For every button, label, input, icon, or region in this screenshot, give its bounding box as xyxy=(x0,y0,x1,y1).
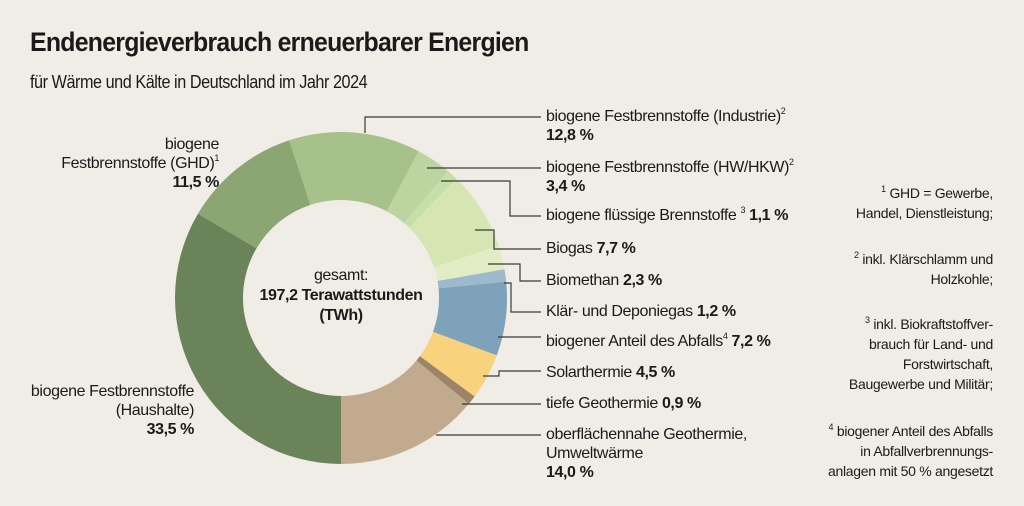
donut-slice-1 xyxy=(197,140,311,249)
label-industrie: biogene Festbrennstoffe (Industrie)2 12,… xyxy=(546,106,786,145)
donut-slices xyxy=(175,132,508,464)
label-abfall: biogener Anteil des Abfalls4 7,2 % xyxy=(546,331,771,351)
donut-slice-4 xyxy=(404,171,457,228)
label-solar: Solarthermie 4,5 % xyxy=(546,364,675,381)
donut-center-label: gesamt: 197,2 Terawattstunden (TWh) xyxy=(241,266,441,326)
leader-line-biomethan xyxy=(488,263,541,282)
label-haushalte: biogene Festbrennstoffe (Haushalte) 33,5… xyxy=(30,383,194,438)
footnote-4: 4 biogener Anteil des Abfalls in Abfallv… xyxy=(828,422,993,480)
center-line-1: gesamt: xyxy=(313,267,369,284)
label-tiefe: tiefe Geothermie 0,9 % xyxy=(546,395,701,412)
chart-title: Endenergieverbrauch erneuerbarer Energie… xyxy=(30,27,529,57)
leader-line-solar xyxy=(483,370,541,377)
footnote-2: 2 inkl. Klärschlamm und Holzkohle; xyxy=(854,250,993,288)
leader-line-fluessig xyxy=(441,180,541,217)
leader-line-industrie xyxy=(364,116,541,133)
chart-subtitle: für Wärme und Kälte in Deutschland im Ja… xyxy=(30,72,368,92)
donut-slice-10 xyxy=(416,356,475,404)
donut-slice-5 xyxy=(409,178,499,268)
donut-slice-11 xyxy=(341,360,469,464)
footnote-3: 3 inkl. Biokraftstoffver- brauch für Lan… xyxy=(848,315,993,393)
label-biomethan: Biomethan 2,3 % xyxy=(546,272,662,289)
donut-slice-0 xyxy=(175,213,341,464)
donut-slice-3 xyxy=(386,151,448,224)
donut-slice-6 xyxy=(434,246,505,282)
label-biogas: Biogas 7,7 % xyxy=(546,240,636,257)
leader-line-klaer xyxy=(504,282,541,313)
center-line-2: 197,2 Terawattstunden xyxy=(259,287,423,304)
label-klaer: Klär- und Deponiegas 1,2 % xyxy=(546,303,736,320)
label-oberfl: oberflächennahe Geothermie, Umweltwärme … xyxy=(546,426,747,481)
label-ghd: biogene Festbrennstoffe (GHD)1 11,5 % xyxy=(61,136,219,191)
center-line-3: (TWh) xyxy=(319,307,363,324)
label-hw: biogene Festbrennstoffe (HW/HKW)2 3,4 % xyxy=(546,157,794,196)
footnote-1: 1 GHD = Gewerbe, Handel, Dienstleistung; xyxy=(855,184,993,222)
leader-lines xyxy=(364,116,541,436)
donut-slice-8 xyxy=(432,281,508,356)
donut-slice-2 xyxy=(289,132,419,212)
donut-slice-7 xyxy=(437,269,507,289)
leader-line-biogas xyxy=(475,229,541,250)
donut-slice-9 xyxy=(419,331,497,397)
label-fluessig: biogene flüssige Brennstoffe 3 1,1 % xyxy=(546,205,789,225)
